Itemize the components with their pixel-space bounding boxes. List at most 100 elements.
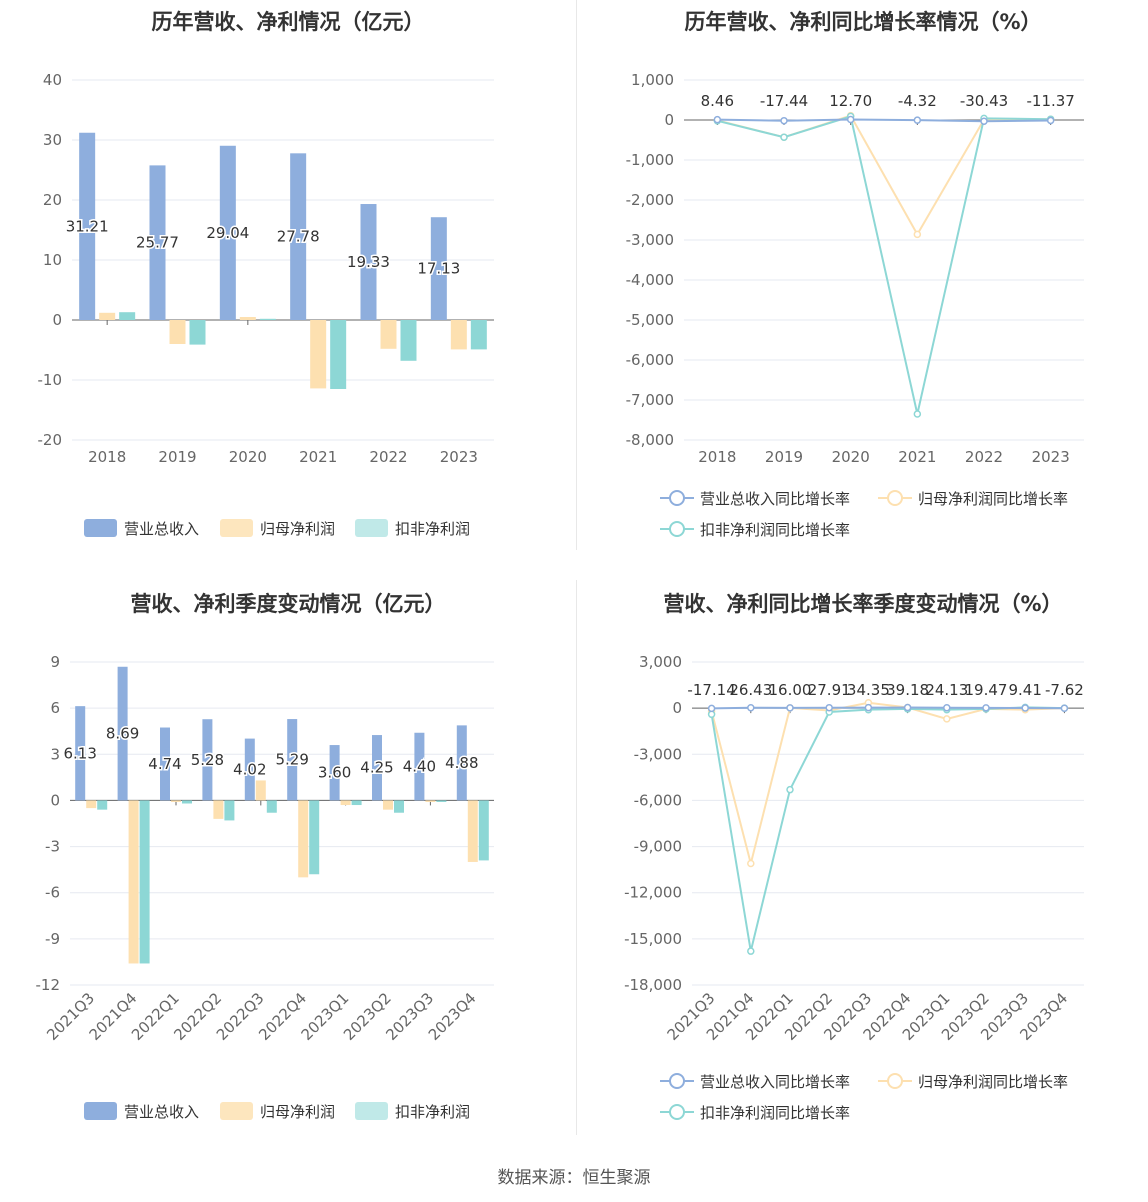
quarter-growth-chart: 3,000 0 -3,000 -6,000 -9,000 -12,000 -15,000 -1… xyxy=(624,653,1084,1122)
bar xyxy=(79,132,96,320)
data-label: 8.46 xyxy=(701,92,734,110)
legend-marker xyxy=(669,1073,685,1089)
y-tick-label: 20 xyxy=(43,191,62,209)
bar xyxy=(456,725,467,801)
bar xyxy=(149,165,166,320)
y-tick-label: -3,000 xyxy=(634,745,682,763)
x-tick-label: 2019 xyxy=(158,448,196,466)
bar xyxy=(340,800,351,806)
legend-marker xyxy=(669,521,685,537)
bar xyxy=(259,318,276,320)
y-tick-label: 3,000 xyxy=(639,653,682,671)
legend-marker xyxy=(669,1104,685,1120)
bar xyxy=(160,727,170,801)
bar xyxy=(255,780,266,801)
legend-swatch xyxy=(355,519,388,537)
y-tick-label: 1,000 xyxy=(631,71,674,89)
series-point xyxy=(913,230,922,239)
legend-label: 扣非净利润 xyxy=(395,520,470,538)
series-point xyxy=(713,115,722,124)
series-point xyxy=(943,704,951,712)
bar xyxy=(436,800,447,802)
data-label: 27.91 xyxy=(808,681,851,699)
bar xyxy=(372,735,382,801)
series-point xyxy=(913,410,922,418)
y-tick-label: -3 xyxy=(45,838,60,856)
bar xyxy=(75,706,86,801)
data-label: 19.33 xyxy=(347,253,390,271)
bar xyxy=(202,719,213,801)
bar xyxy=(425,800,436,802)
series-point xyxy=(1046,116,1055,125)
bar xyxy=(171,800,181,802)
y-tick-label: 30 xyxy=(43,131,62,149)
data-label: 3.60 xyxy=(318,764,351,782)
annual-bar-panel: 历年营收、净利情况（亿元） 40 30 20 10 0 -10 -20 2018 2019 202… xyxy=(0,0,576,560)
data-label: 12.70 xyxy=(829,92,872,110)
divider-top xyxy=(576,0,577,550)
data-label: 19.47 xyxy=(965,681,1008,699)
legend-swatch xyxy=(84,1102,117,1120)
x-tick-label: 2019 xyxy=(765,448,803,466)
x-tick-label: 2023Q4 xyxy=(425,989,480,1044)
legend-label: 扣非净利润同比增长率 xyxy=(700,1104,850,1122)
y-tick-label: -1,000 xyxy=(626,151,674,169)
data-source: 数据来源：恒生聚源 xyxy=(497,1168,651,1188)
y-tick-label: -12,000 xyxy=(624,884,682,902)
bar xyxy=(266,800,277,813)
chart-title: 历年营收、净利情况（亿元） xyxy=(151,10,425,34)
data-label: 34.35 xyxy=(847,681,890,699)
legend-label: 营业总收入 xyxy=(124,520,199,538)
data-label: 5.28 xyxy=(191,751,224,769)
series-point xyxy=(786,785,794,794)
legend-label: 营业总收入 xyxy=(124,1103,199,1121)
y-tick-label: 40 xyxy=(43,71,62,89)
legend-marker xyxy=(669,490,685,506)
x-tick-label: 2018 xyxy=(88,448,126,466)
bar xyxy=(430,217,447,320)
data-label: 4.40 xyxy=(403,758,436,776)
bar xyxy=(97,800,108,810)
y-tick-label: -4,000 xyxy=(626,271,674,289)
y-tick-label: -15,000 xyxy=(624,930,682,948)
series-point xyxy=(980,117,988,125)
legend-marker xyxy=(887,1073,903,1089)
series-point xyxy=(780,116,788,125)
x-tick-label: 2022 xyxy=(369,448,407,466)
series-point xyxy=(903,703,912,712)
y-tick-label: -6,000 xyxy=(634,791,682,809)
data-label: -17.14 xyxy=(687,681,735,699)
data-label: -7.62 xyxy=(1045,681,1084,699)
y-tick-label: -9 xyxy=(45,930,60,948)
series-point xyxy=(846,115,855,124)
x-tick-label: 2023 xyxy=(1032,448,1070,466)
x-tick-label: 2018 xyxy=(698,448,736,466)
series-line xyxy=(710,706,1065,952)
bar xyxy=(213,800,224,819)
bar xyxy=(383,800,393,810)
series-point xyxy=(913,116,922,124)
bar xyxy=(99,312,116,320)
bar xyxy=(239,317,256,320)
y-tick-label: -2,000 xyxy=(626,191,674,209)
legend-label: 归母净利润同比增长率 xyxy=(918,490,1068,508)
series-line xyxy=(710,701,1065,864)
quarter-growth-panel: 营收、净利同比增长率季度变动情况（%） 3,000 0 -3,000 -6,000 -9… xyxy=(578,580,1148,1150)
series-point xyxy=(1021,704,1029,712)
data-label: -30.43 xyxy=(960,92,1008,110)
y-tick-label: 6 xyxy=(50,699,60,717)
x-tick-label: 2021 xyxy=(299,448,337,466)
legend-label: 营业总收入同比增长率 xyxy=(700,490,850,508)
bar xyxy=(117,666,128,801)
bar xyxy=(287,719,298,801)
data-label: 39.18 xyxy=(886,681,929,699)
annual-growth-chart: 1,000 0 -1,000 -2,000 -3,000 -4,000 -5,000 -6,0… xyxy=(626,71,1084,539)
series-point xyxy=(707,710,716,719)
bar xyxy=(224,800,235,821)
bar xyxy=(309,800,320,875)
data-label: 5.29 xyxy=(275,751,308,769)
bar xyxy=(128,800,139,964)
bar xyxy=(189,320,206,345)
bar xyxy=(169,320,186,344)
bar xyxy=(380,320,397,349)
